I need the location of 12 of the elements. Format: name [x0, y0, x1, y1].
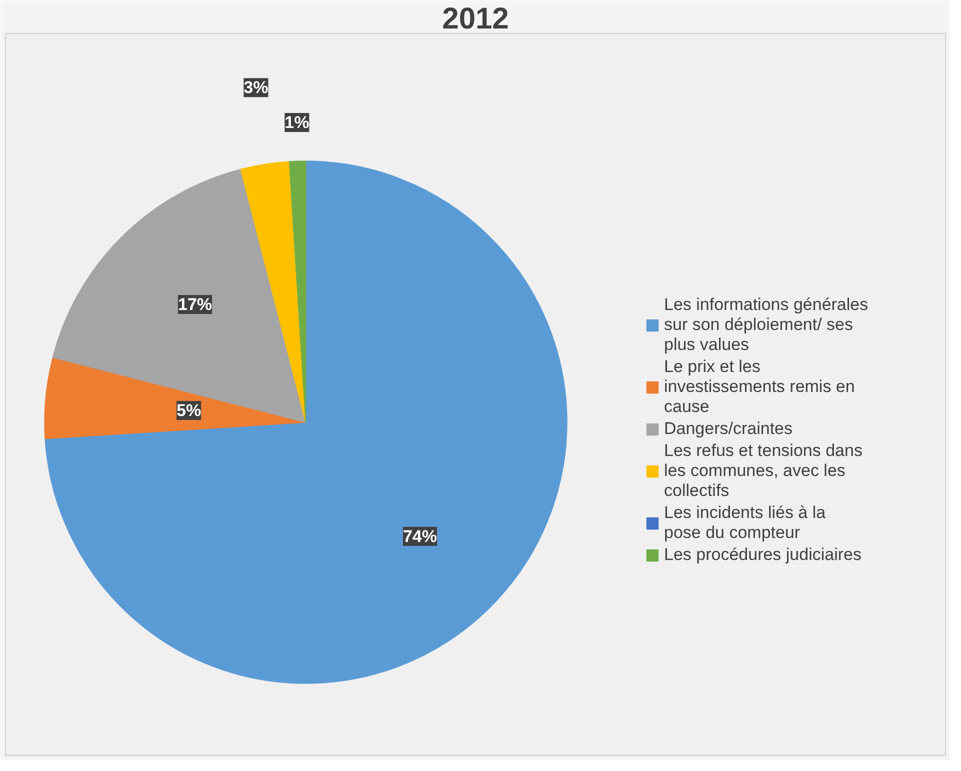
data-label: 1% — [284, 113, 310, 132]
legend-label: Les incidents liés à la pose du compteur — [664, 503, 826, 543]
chart-title: 2012 — [442, 2, 509, 36]
data-label: 3% — [244, 78, 268, 98]
data-label: 17% — [178, 294, 212, 314]
legend-label: Dangers/craintes — [664, 419, 793, 439]
legend-label: Le prix et les investissements remis en cause — [664, 357, 855, 417]
legend-label: Les informations générales sur son déploiement/ ses plus values — [664, 295, 868, 355]
data-label: 74% — [402, 526, 437, 546]
legend-label: Les procédures judiciaires — [664, 545, 862, 565]
legend-label: Les refus et tensions dans les communes, avec les collectifs — [664, 441, 862, 501]
data-label: 5% — [176, 401, 202, 420]
